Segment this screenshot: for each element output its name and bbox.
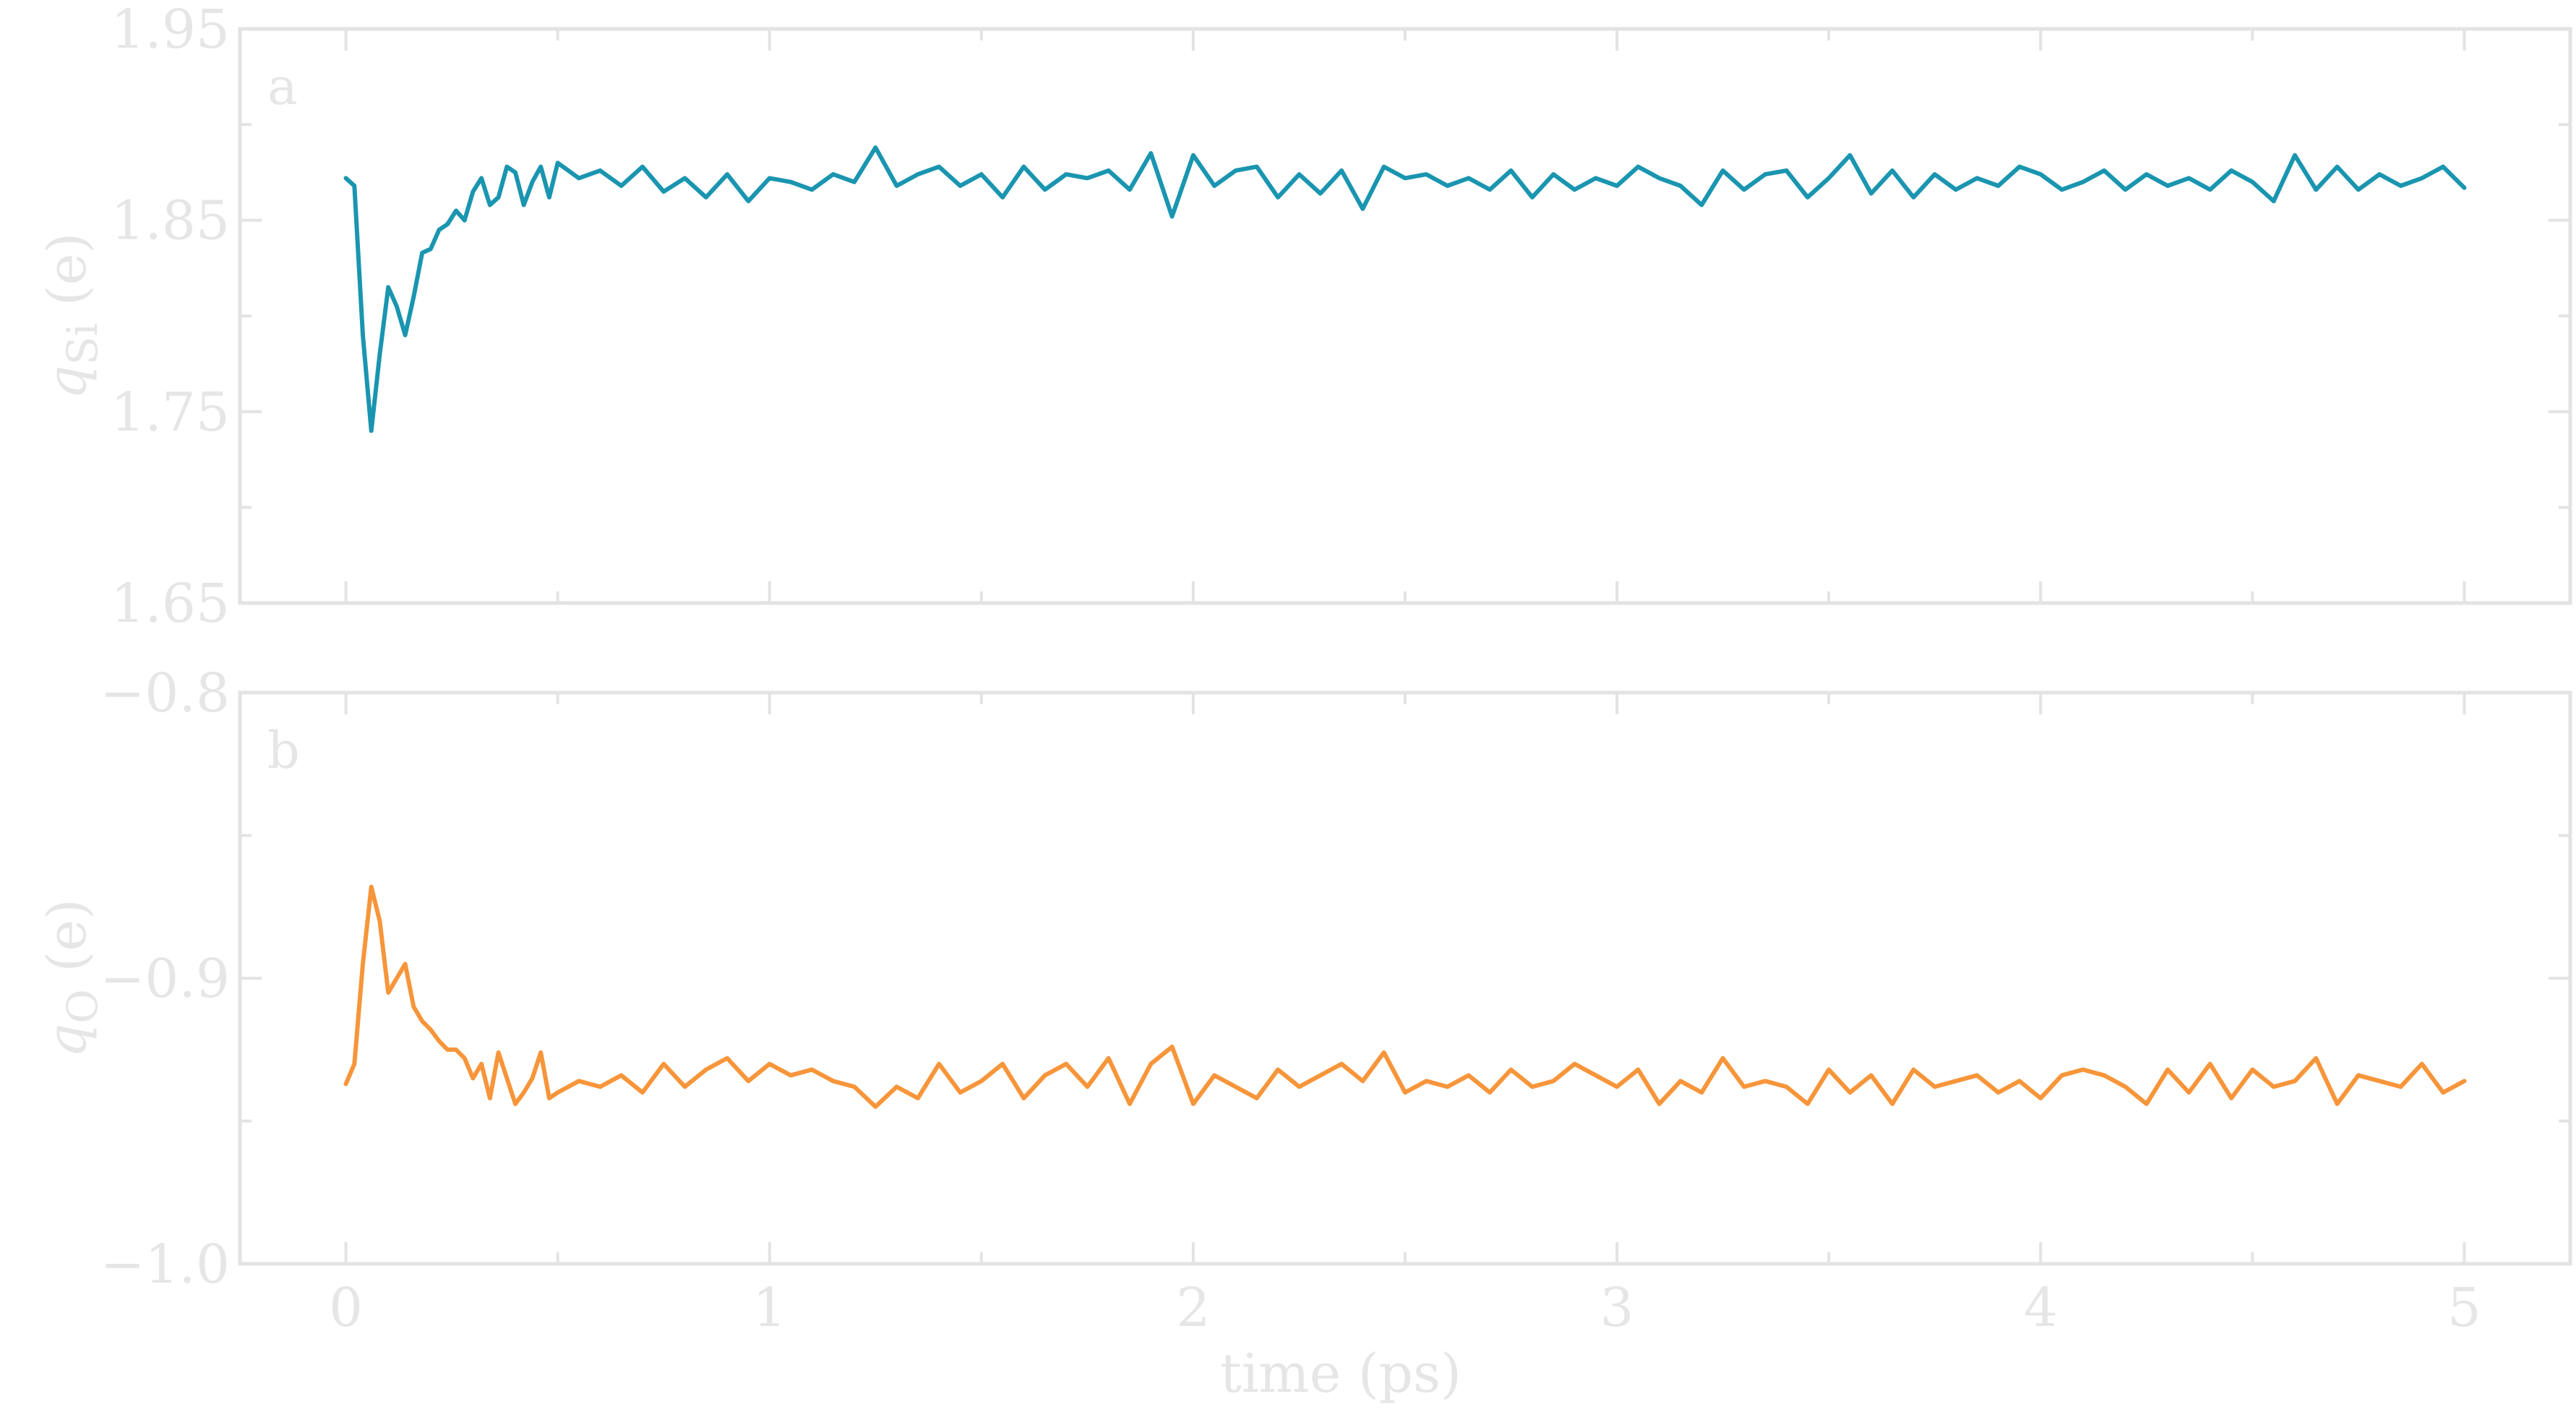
y-tick-label: 1.95	[111, 0, 230, 61]
y-axis-label: qO (e)	[36, 899, 107, 1058]
y-tick-label: −0.9	[100, 948, 230, 1010]
y-tick-label: 1.85	[111, 190, 230, 252]
y-axis-label: qSi (e)	[36, 233, 107, 400]
panel-a-silicon-charge: 1.95 1.85 1.75 1.65 a qSi (e)	[36, 0, 2572, 635]
series-line	[343, 145, 2467, 433]
y-tick-label: 1.65	[111, 573, 230, 635]
y-tick-label: −1.0	[100, 1233, 230, 1296]
panel-letter: a	[267, 57, 298, 116]
panel-b-oxygen-charge: −0.8 −0.9 −1.0 0 1 2 3 4 5 b qO (e)	[36, 662, 2572, 1339]
x-tick-label: 5	[2447, 1277, 2481, 1339]
x-tick-label: 4	[2024, 1277, 2058, 1339]
plot-frame	[238, 27, 2572, 605]
x-tick-label: 1	[752, 1277, 786, 1339]
x-tick-label: 2	[1176, 1277, 1210, 1339]
x-tick-label: 3	[1600, 1277, 1634, 1339]
y-tick-label: −0.8	[100, 662, 230, 724]
x-tick-label: 0	[329, 1277, 363, 1339]
series-line	[343, 884, 2467, 1109]
y-tick-label: 1.75	[111, 381, 230, 443]
plot-frame	[238, 690, 2572, 1266]
x-axis-label: time (ps)	[1220, 1343, 1461, 1405]
panel-letter: b	[267, 721, 300, 780]
